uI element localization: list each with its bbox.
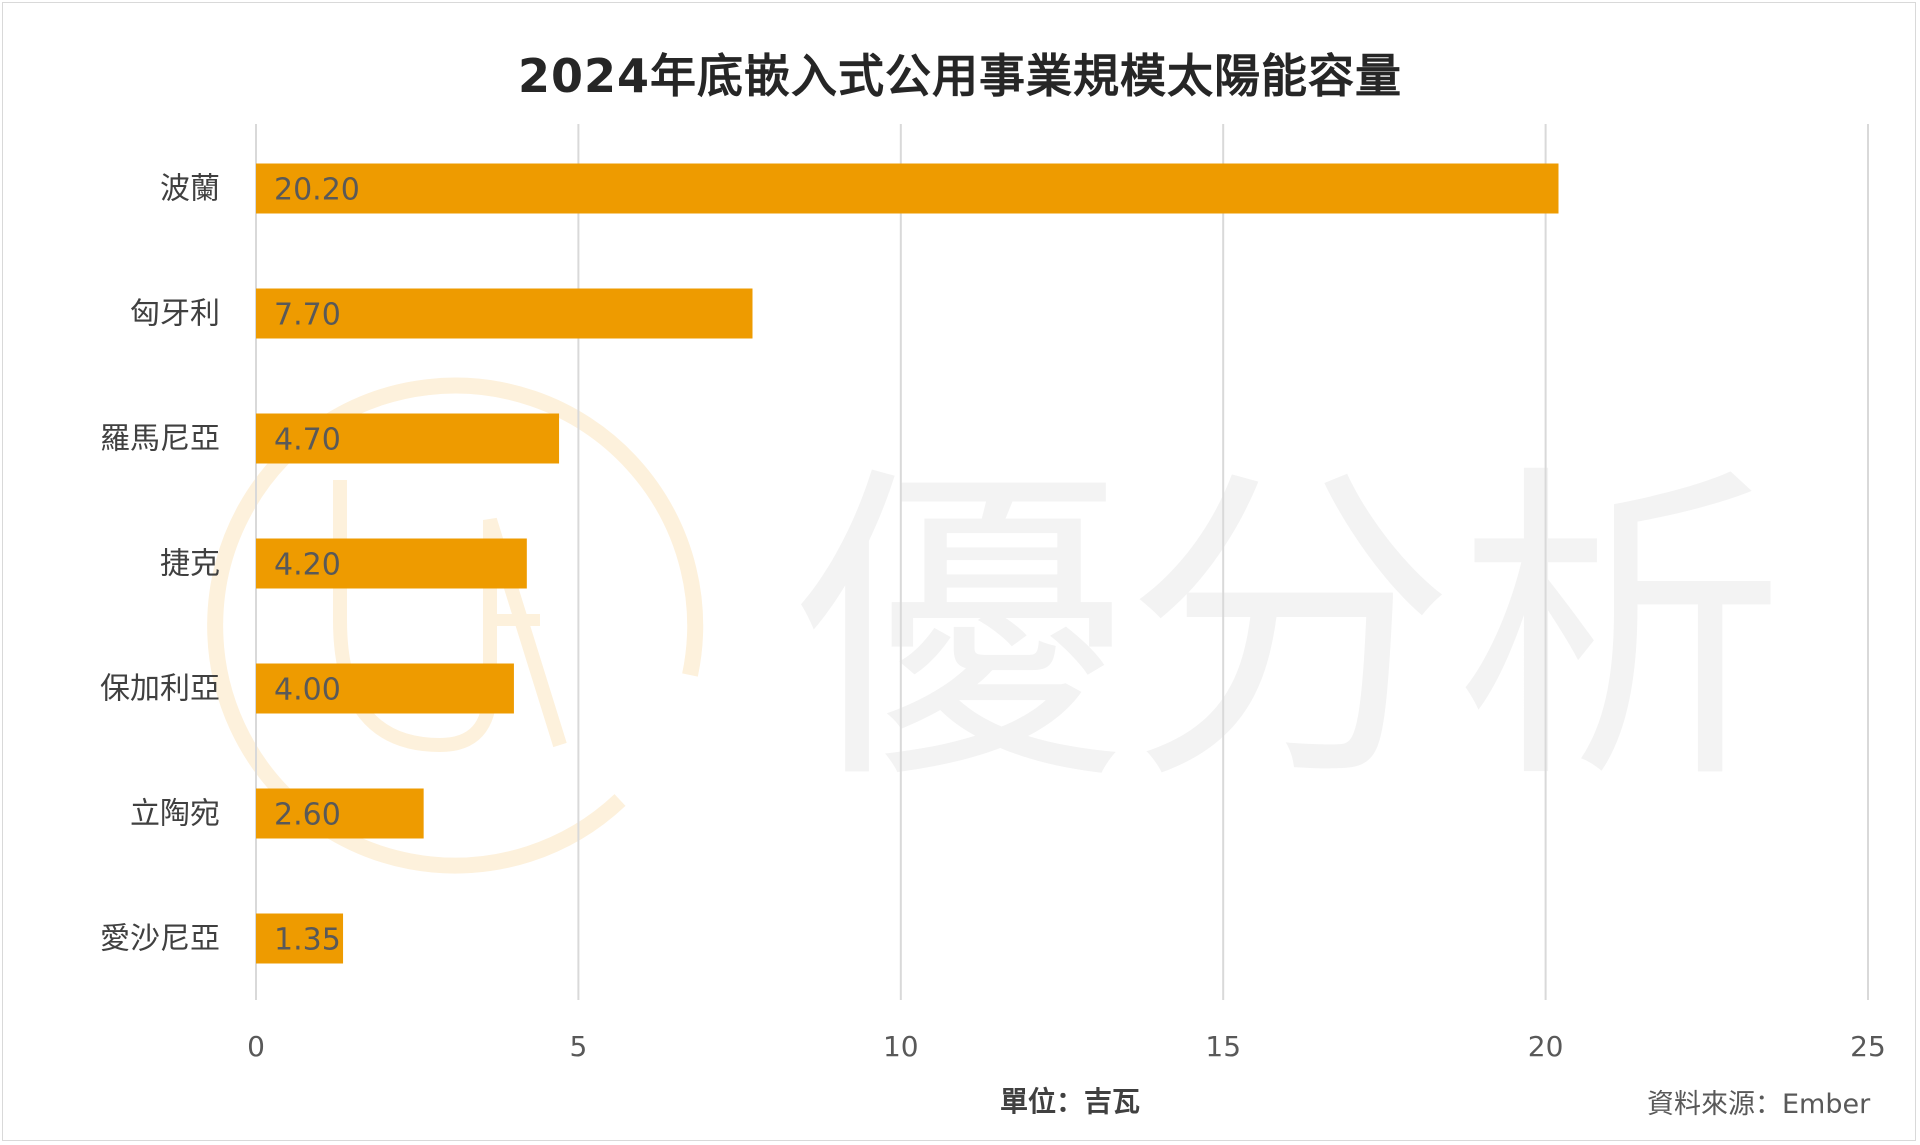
bar [256, 538, 527, 589]
watermark: 優分析 [207, 377, 1785, 874]
x-tick-label: 10 [883, 1030, 919, 1063]
chart-title: 2024年底嵌入式公用事業規模太陽能容量 [517, 49, 1403, 103]
data-labels: 20.20 7.70 4.70 4.20 4.00 2.60 1.35 [274, 173, 360, 958]
bars [256, 163, 1559, 964]
x-tick-labels: 0 5 10 15 20 25 [247, 1030, 1886, 1063]
category-label: 保加利亞 [100, 672, 220, 707]
category-label: 捷克 [160, 547, 220, 582]
category-label: 立陶宛 [130, 797, 220, 832]
data-label: 2.60 [274, 798, 341, 833]
bar [256, 788, 424, 839]
category-label: 波蘭 [160, 172, 220, 207]
data-label: 4.00 [274, 673, 341, 708]
data-label: 1.35 [274, 923, 341, 958]
source-label: 資料來源：Ember [1647, 1089, 1871, 1120]
category-label: 羅馬尼亞 [100, 422, 220, 457]
watermark-text: 優分析 [795, 439, 1785, 823]
data-label: 7.70 [274, 298, 341, 333]
bar [256, 413, 560, 464]
category-label: 匈牙利 [130, 297, 220, 332]
x-tick-label: 5 [569, 1030, 587, 1063]
data-label: 20.20 [274, 173, 360, 208]
x-tick-label: 0 [247, 1030, 265, 1063]
x-tick-label: 15 [1205, 1030, 1241, 1063]
bar [256, 163, 1559, 214]
bar [256, 913, 344, 964]
unit-label: 單位：吉瓦 [1000, 1085, 1141, 1118]
bar [256, 663, 514, 714]
data-label: 4.20 [274, 548, 341, 583]
x-tick-label: 20 [1528, 1030, 1564, 1063]
category-label: 愛沙尼亞 [100, 922, 220, 957]
x-tick-label: 25 [1850, 1030, 1886, 1063]
data-label: 4.70 [274, 423, 341, 458]
bar [256, 288, 753, 339]
